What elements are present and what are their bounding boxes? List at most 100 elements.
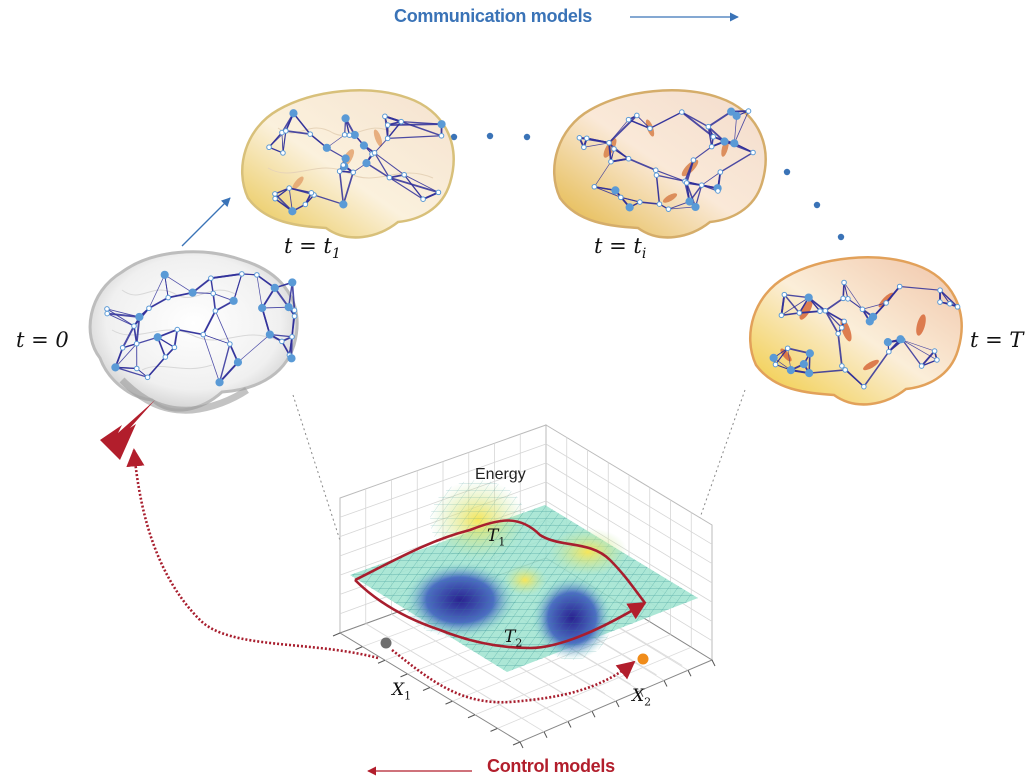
network-node [286, 185, 292, 191]
network-node [350, 169, 356, 176]
grid-line [545, 443, 713, 545]
network-node [715, 188, 721, 194]
network-node [934, 357, 940, 363]
network-edge [902, 339, 935, 352]
network-node [931, 348, 938, 354]
network-node [796, 310, 803, 316]
network-node [384, 122, 391, 128]
network-edge [655, 169, 686, 182]
network-node [233, 358, 243, 367]
network-edge [115, 343, 137, 368]
network-edge [202, 334, 220, 383]
network-node [362, 159, 371, 168]
x2-axis-label: X2 [632, 686, 652, 709]
network-node [937, 287, 943, 293]
network-node [272, 195, 278, 202]
network-edge [824, 309, 845, 323]
grid-line [332, 632, 341, 637]
grid-line [545, 481, 713, 584]
trajectory-t1 [354, 519, 647, 604]
network-node [284, 303, 293, 312]
network-edge [384, 115, 402, 123]
network-edge [256, 274, 263, 309]
network-node [111, 363, 120, 372]
grid-line [639, 690, 644, 697]
network-node [805, 369, 814, 378]
network-edge [783, 294, 800, 314]
network-node [289, 333, 295, 340]
network-node [270, 283, 279, 292]
network-node [272, 191, 278, 197]
grid-line [687, 670, 692, 677]
network-edge [707, 126, 713, 147]
network-edge [707, 110, 732, 128]
network-edge [289, 187, 312, 194]
network-node [384, 135, 391, 142]
trajectory-t2-label: T2 [504, 627, 523, 650]
network-edge [164, 274, 193, 293]
ellipsis-dots [450, 132, 845, 241]
network-edge [403, 174, 424, 200]
network-edge [148, 297, 169, 309]
network-edge [261, 307, 271, 335]
network-edge [921, 350, 936, 367]
grid-line [355, 646, 363, 651]
network-edge [613, 148, 630, 160]
network-node [165, 294, 171, 301]
network-edge [733, 110, 749, 144]
grid-line [545, 462, 713, 564]
network-edge [282, 130, 287, 154]
network-edge [781, 297, 809, 316]
network-node [583, 135, 590, 142]
network-node [679, 109, 685, 115]
grid-line [452, 621, 650, 702]
network-node [336, 168, 343, 175]
brain-t0 [88, 250, 299, 414]
stimulus-bolt-icon [100, 400, 155, 460]
grid-line [400, 673, 408, 678]
network-node [346, 132, 353, 138]
network-edge [387, 123, 442, 126]
network-node [386, 174, 393, 181]
network-node [188, 288, 197, 297]
network-node [104, 306, 110, 312]
network-node [288, 278, 297, 287]
network-node [656, 201, 663, 207]
network-edge [701, 171, 721, 186]
network-node [437, 120, 446, 129]
network-node [865, 317, 874, 326]
network-edge [106, 308, 135, 327]
grid-line [567, 721, 572, 728]
network-node [896, 335, 905, 344]
network-node [784, 345, 791, 352]
trajectory-t1-label: T1 [487, 526, 506, 549]
brain-networks [104, 107, 961, 390]
network-edge [210, 272, 242, 280]
projection-line-right [656, 389, 746, 638]
communication-models-label: Communication models [394, 6, 593, 26]
network-node [839, 363, 845, 369]
network-edge [168, 292, 193, 299]
network-node [435, 189, 442, 196]
network-edge [389, 177, 424, 200]
network-edge [824, 297, 844, 312]
network-node [730, 139, 739, 148]
network-node [146, 305, 152, 312]
network-node [618, 194, 624, 201]
network-edge [291, 316, 296, 337]
network-edge [902, 339, 938, 361]
network-node [683, 180, 690, 186]
network-edge [847, 298, 863, 310]
network-node [280, 150, 286, 156]
network-edge [403, 174, 439, 193]
network-edge [824, 310, 843, 329]
brain-t1 [240, 89, 455, 239]
grid-line [711, 659, 716, 667]
network-edge [608, 114, 638, 144]
grid-line [512, 741, 521, 746]
network-node [254, 272, 260, 278]
network-node [591, 183, 598, 190]
network-edge [115, 366, 148, 378]
network-node [896, 283, 903, 290]
